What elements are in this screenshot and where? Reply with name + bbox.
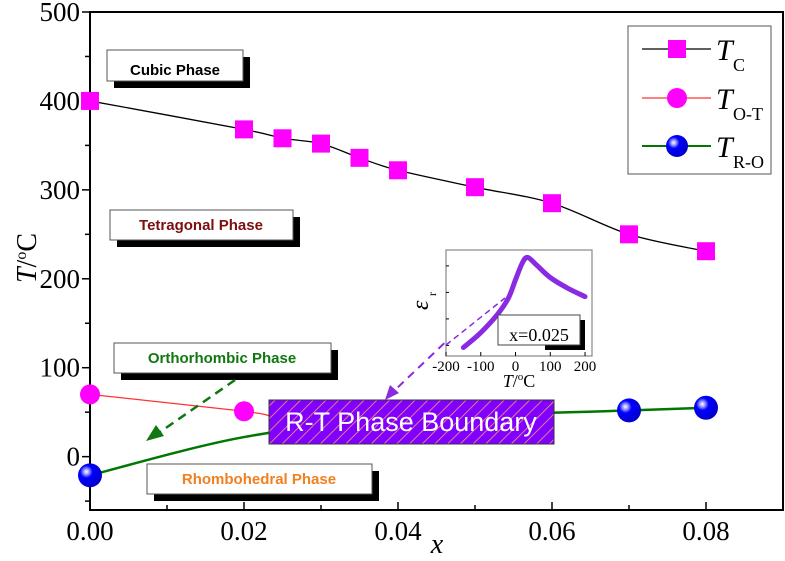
orthorhombic-arrow xyxy=(146,378,236,441)
x-tick-label: 0.04 xyxy=(374,516,422,546)
x-tick-label: 0.02 xyxy=(220,516,267,546)
plot-frame xyxy=(89,11,784,511)
tro-data-point xyxy=(694,395,718,420)
inset-y-axis-label: ε r xyxy=(408,292,439,310)
rhombohedral-phase-label: Rhombohedral Phase xyxy=(146,463,379,501)
tc-data-point xyxy=(273,129,292,148)
svg-text:R-O: R-O xyxy=(733,152,764,172)
svg-text:T: T xyxy=(716,131,735,164)
y-tick-label: 0 xyxy=(67,442,81,472)
tot-data-point xyxy=(80,384,100,405)
svg-text:T/oC: T/oC xyxy=(12,233,43,283)
tro-data-point xyxy=(617,398,641,423)
y-tick-label: 300 xyxy=(40,175,81,205)
inset-x-tick-label: 0 xyxy=(512,359,520,375)
tc-data-point xyxy=(350,148,369,167)
legend-entry-tot: T O-T xyxy=(642,83,763,124)
y-tick-label: 100 xyxy=(40,353,81,383)
tc-data-point xyxy=(81,91,99,110)
inset-x-tick-label: -100 xyxy=(467,359,495,375)
svg-text:T: T xyxy=(716,34,735,67)
x-tick-label: 0.08 xyxy=(682,516,729,546)
tc-data-point xyxy=(466,178,484,197)
x-tick-label: 0.00 xyxy=(66,516,113,546)
tc-data-point xyxy=(620,225,638,244)
inset-chart: -200 -100 0 100 200 ε r T/oC x=0.025 xyxy=(408,249,597,391)
y-tick-label: 400 xyxy=(40,86,81,116)
inset-x-tick-label: 200 xyxy=(574,359,597,375)
y-axis-label: T/oC xyxy=(12,233,43,283)
legend: T C T O-T T R-O xyxy=(627,25,772,175)
svg-text:r: r xyxy=(425,292,439,296)
cubic-phase-label: Cubic Phase xyxy=(106,49,250,88)
inset-composition-label: x=0.025 xyxy=(497,314,585,350)
tc-data-point xyxy=(235,120,253,139)
x-tick-label: 0.06 xyxy=(528,516,575,546)
inset-x-tick-label: 100 xyxy=(539,359,562,375)
tc-data-point xyxy=(312,134,330,153)
legend-entry-tc: T C xyxy=(642,34,745,75)
legend-entry-tro: T R-O xyxy=(642,131,764,172)
inset-permittivity-curve xyxy=(460,254,588,351)
x-axis-ticks: 0.00 0.02 0.04 0.06 0.08 xyxy=(66,502,784,546)
tc-data-point xyxy=(697,242,715,261)
svg-text:Rhombohedral Phase: Rhombohedral Phase xyxy=(182,471,336,488)
inset-x-tick-label: -200 xyxy=(432,359,460,375)
tot-data-point xyxy=(234,401,254,422)
svg-text:O-T: O-T xyxy=(733,104,763,124)
svg-text:ε: ε xyxy=(408,300,434,310)
tetragonal-phase-label: Tetragonal Phase xyxy=(109,209,300,247)
series-line-1 xyxy=(89,393,272,418)
y-tick-label: 200 xyxy=(40,264,81,294)
svg-text:x=0.025: x=0.025 xyxy=(509,325,569,345)
series-layer xyxy=(78,91,718,488)
svg-text:R-T Phase Boundary: R-T Phase Boundary xyxy=(285,407,537,437)
svg-text:Cubic Phase: Cubic Phase xyxy=(130,62,220,79)
inset-x-ticks: -200 -100 0 100 200 xyxy=(432,265,597,375)
tc-data-point xyxy=(389,161,407,180)
orthorhombic-phase-label: Orthorhombic Phase xyxy=(113,342,338,380)
tro-data-point xyxy=(78,463,102,488)
x-axis-label: x xyxy=(430,529,444,560)
svg-text:C: C xyxy=(733,55,745,75)
tc-data-point xyxy=(543,194,561,213)
svg-text:Orthorhombic Phase: Orthorhombic Phase xyxy=(148,350,296,367)
y-tick-label: 500 xyxy=(40,0,81,27)
svg-text:T: T xyxy=(716,83,735,116)
svg-text:Tetragonal Phase: Tetragonal Phase xyxy=(139,217,263,234)
y-axis-ticks: 0 100 200 300 400 500 xyxy=(40,0,90,502)
boundary-arrow xyxy=(385,294,496,400)
inset-x-axis-label: T/oC xyxy=(503,371,536,391)
rt-phase-boundary-label: R-T Phase Boundary xyxy=(268,399,555,445)
